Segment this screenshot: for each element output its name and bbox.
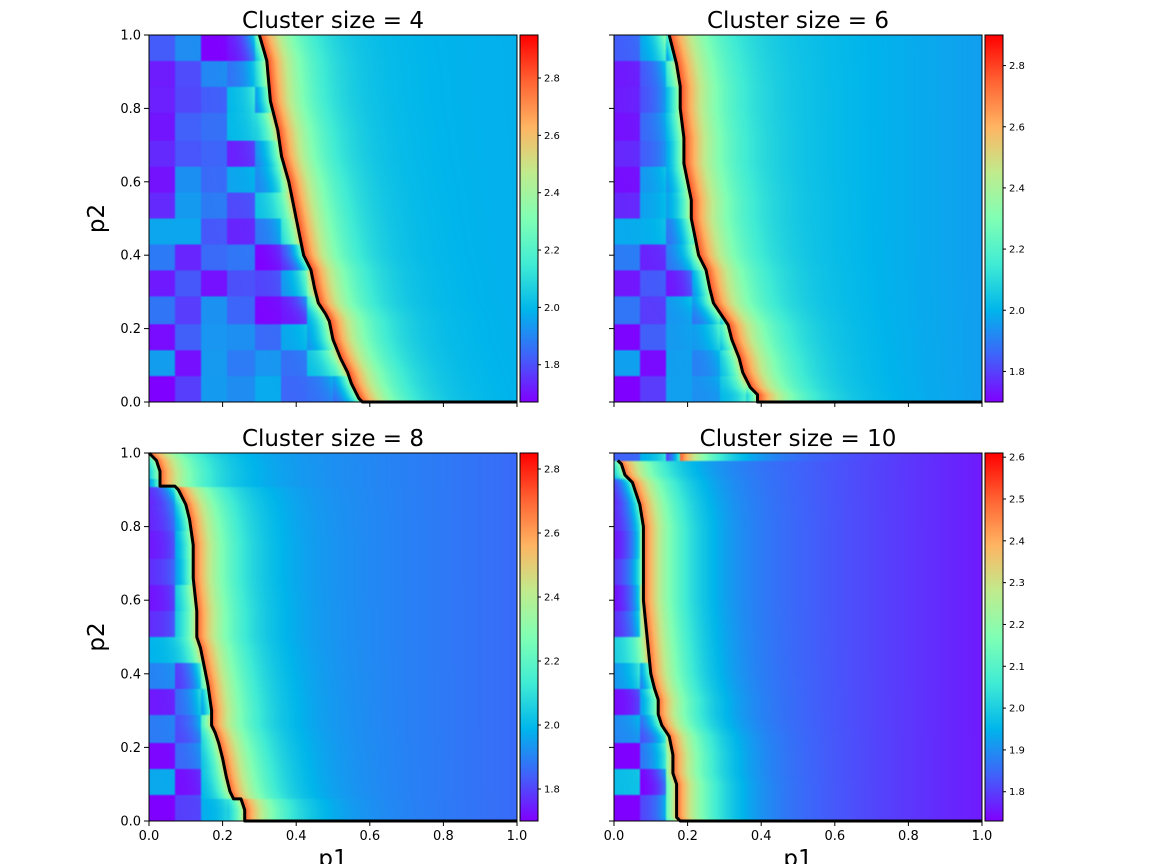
axes-frame <box>148 452 518 822</box>
subplot-2: Cluster size = 6 1.8 2.0 2.2 2.4 2.6 2.8 <box>609 8 1025 407</box>
x-axis-label: p1 <box>318 846 347 864</box>
heatmap-image <box>614 453 982 821</box>
y-tick-label: 0.4 <box>120 667 141 682</box>
subplot-4: 0.0 0.2 0.4 0.6 0.8 1.0 Cluster size = 10 p1 1.8… <box>604 426 1025 864</box>
colorbar: 1.8 2.0 2.2 2.4 2.6 2.8 <box>984 34 1025 403</box>
colorbar-tick-label: 2.1 <box>1009 662 1025 673</box>
colorbar-tick-label: 2.0 <box>1009 306 1025 317</box>
subplot-title: Cluster size = 4 <box>242 8 424 34</box>
x-tick-label: 0.6 <box>359 829 380 844</box>
y-tick-label: 0.2 <box>120 741 141 756</box>
colorbar-tick-label: 2.8 <box>1009 61 1025 72</box>
colorbar-tick-label: 2.4 <box>1009 536 1025 547</box>
y-tick-label: 0.6 <box>120 594 141 609</box>
colorbar-tick-label: 2.2 <box>544 246 560 257</box>
colorbar-tick-label: 2.8 <box>544 74 560 85</box>
x-tick-label: 0.6 <box>824 829 845 844</box>
colorbar-tick-label: 2.0 <box>544 721 560 732</box>
x-tick-label: 0.4 <box>751 829 772 844</box>
colorbar-tick-label: 2.4 <box>544 593 560 604</box>
colorbar-tick-label: 1.8 <box>1009 367 1025 378</box>
colorbar-tick-label: 2.6 <box>544 529 560 540</box>
x-tick-label: 0.2 <box>677 829 698 844</box>
colorbar-tick-label: 2.3 <box>1009 578 1025 589</box>
colorbar-tick-label: 1.8 <box>544 360 560 371</box>
y-tick-label: 0.8 <box>120 102 141 117</box>
y-axis-label: p2 <box>84 204 110 233</box>
colorbar-tick-label: 2.2 <box>1009 245 1025 256</box>
colorbar-tick-label: 1.8 <box>544 785 560 796</box>
y-tick-label: 0.6 <box>120 175 141 190</box>
y-tick-label: 0.2 <box>120 322 141 337</box>
x-tick-label: 0.2 <box>212 829 233 844</box>
colorbar-tick-label: 1.8 <box>1009 787 1025 798</box>
x-tick-label: 0.0 <box>139 829 160 844</box>
y-tick-label: 0.8 <box>120 520 141 535</box>
subplot-3: 0.0 0.2 0.4 0.6 0.8 1.0 0.0 0.2 0.4 0.6 0.8 1.0 Clus… <box>84 426 560 864</box>
colorbar-gradient <box>984 34 1004 403</box>
axes-frame <box>613 34 983 403</box>
heatmap-image <box>149 35 517 402</box>
x-tick-label: 1.0 <box>972 829 993 844</box>
subplot-title: Cluster size = 10 <box>700 426 897 452</box>
phase-boundary-line <box>147 451 517 823</box>
colorbar-tick-label: 2.4 <box>1009 183 1025 194</box>
x-tick-label: 1.0 <box>507 829 528 844</box>
colorbar-tick-label: 2.0 <box>544 303 560 314</box>
phase-boundary-line <box>667 34 982 404</box>
colorbar: 1.8 2.0 2.2 2.4 2.6 2.8 <box>519 34 560 403</box>
colorbar: 1.8 1.9 2.0 2.1 2.2 2.3 2.4 2.5 2.6 <box>984 452 1025 822</box>
colorbar-tick-label: 2.6 <box>1009 122 1025 133</box>
phase-boundary-line <box>616 459 982 823</box>
heatmap-image <box>614 35 982 402</box>
y-tick-label: 1.0 <box>120 447 141 462</box>
phase-boundary-line <box>257 34 517 404</box>
subplot-title: Cluster size = 6 <box>707 8 889 34</box>
colorbar-tick-label: 2.4 <box>544 188 560 199</box>
x-tick-label: 0.0 <box>604 829 625 844</box>
y-axis-label: p2 <box>84 622 110 651</box>
colorbar-tick-label: 2.8 <box>544 465 560 476</box>
subplot-title: Cluster size = 8 <box>242 426 424 452</box>
y-tick-label: 0.0 <box>120 396 141 411</box>
heatmap-image <box>149 453 517 821</box>
subplot-1: 0.0 0.2 0.4 0.6 0.8 1.0 Cluster size = 4 p2 1.8 2… <box>84 8 560 411</box>
y-tick-label: 0.0 <box>120 815 141 830</box>
colorbar: 1.8 2.0 2.2 2.4 2.6 2.8 <box>519 452 560 822</box>
x-axis-label: p1 <box>783 846 812 864</box>
x-tick-label: 0.8 <box>898 829 919 844</box>
colorbar-tick-label: 2.5 <box>1009 495 1025 506</box>
colorbar-gradient <box>519 34 539 403</box>
colorbar-tick-label: 2.2 <box>1009 620 1025 631</box>
colorbar-tick-label: 2.6 <box>1009 453 1025 464</box>
x-tick-label: 0.8 <box>433 829 454 844</box>
axes-frame <box>148 34 518 403</box>
colorbar-gradient <box>984 452 1004 822</box>
colorbar-tick-label: 2.2 <box>544 657 560 668</box>
x-tick-label: 0.4 <box>286 829 307 844</box>
y-tick-label: 0.4 <box>120 249 141 264</box>
colorbar-gradient <box>519 452 539 822</box>
colorbar-tick-label: 1.9 <box>1009 745 1025 756</box>
colorbar-tick-label: 2.6 <box>544 131 560 142</box>
y-tick-label: 1.0 <box>120 29 141 44</box>
colorbar-tick-label: 2.0 <box>1009 704 1025 715</box>
axes-frame <box>613 452 983 822</box>
